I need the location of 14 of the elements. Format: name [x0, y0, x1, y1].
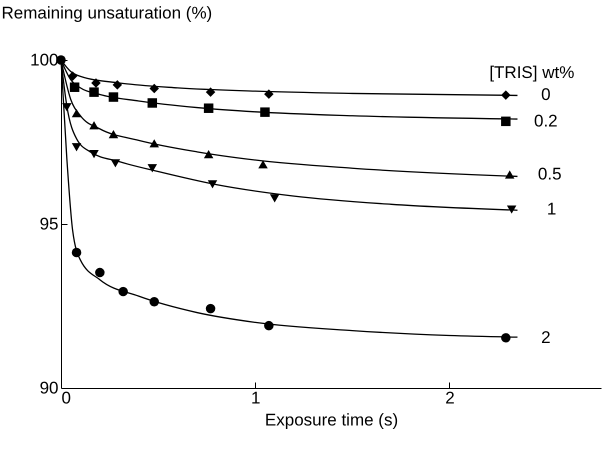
- series-label: 1: [546, 200, 556, 219]
- y-tick-label: 95: [40, 214, 58, 234]
- series-label: 0.5: [538, 164, 562, 184]
- y-axis-title: Remaining unsaturation (%): [2, 4, 212, 22]
- series-label: 2: [541, 328, 551, 347]
- y-tick-label: 90: [40, 378, 58, 398]
- x-tick-label: 0: [62, 388, 71, 408]
- x-tick-label: 2: [445, 388, 455, 408]
- x-tick-label: 1: [251, 388, 260, 408]
- x-axis-title: Exposure time (s): [264, 410, 398, 430]
- series-label: 0: [541, 85, 551, 104]
- series-label: 0.2: [534, 111, 558, 130]
- legend-title: [TRIS] wt%: [489, 63, 574, 82]
- y-tick-label: 100: [30, 50, 58, 70]
